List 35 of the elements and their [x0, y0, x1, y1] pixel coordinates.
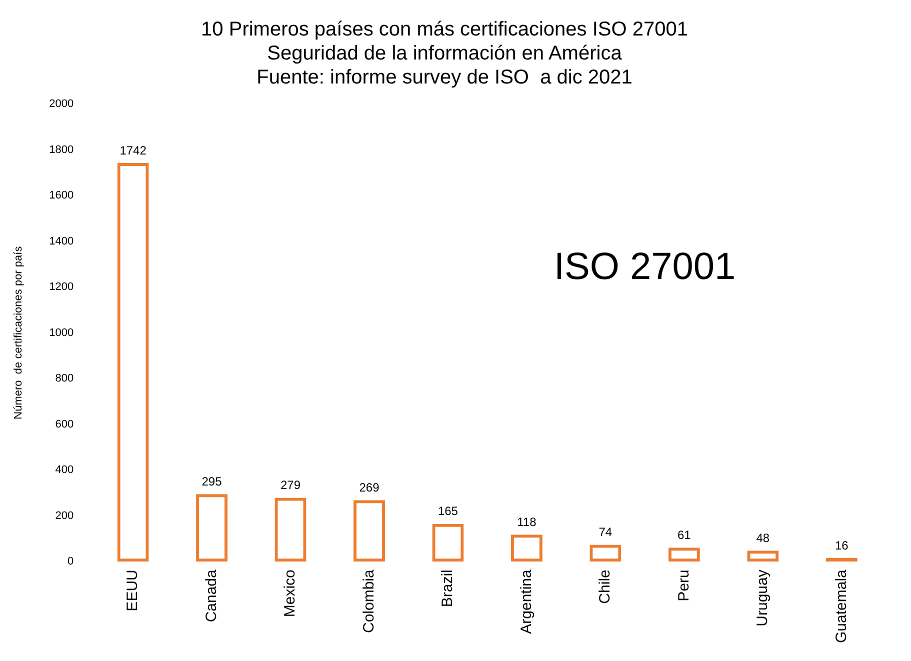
data-label: 269	[359, 480, 380, 494]
data-label: 48	[756, 530, 770, 545]
x-tick-label: Brazil	[439, 570, 456, 608]
y-tick-label: 400	[55, 464, 74, 476]
y-tick-label: 800	[55, 372, 74, 385]
data-label: 279	[280, 478, 301, 492]
x-tick-label: Uruguay	[754, 569, 772, 626]
x-tick-label: Canada	[202, 568, 220, 622]
x-tick-label: Chile	[596, 570, 614, 604]
y-tick-label: 1400	[49, 235, 74, 248]
y-tick-label: 1600	[49, 190, 74, 202]
data-label: 118	[517, 514, 537, 529]
x-tick-label: Argentina	[518, 568, 535, 634]
annotation: ISO 27001	[554, 246, 736, 288]
y-tick-label: 2000	[49, 98, 74, 110]
chart-title: 10 Primeros países con más certificaciones ISO 27001 Seguridad de la información en América Fuente: informe survey de ISO a dic 2021	[201, 18, 688, 89]
x-tick-label: Peru	[675, 570, 692, 602]
y-axis-title: Número de certificaciones por país	[12, 246, 25, 420]
y-tick-label: 600	[55, 418, 74, 430]
x-tick-label: EEUU	[124, 570, 142, 612]
y-tick-label: 1200	[49, 281, 74, 294]
data-label: 165	[438, 504, 458, 518]
y-tick-label: 1000	[49, 326, 74, 339]
x-tick-label: Guatemala	[832, 568, 850, 643]
data-label: 61	[677, 528, 692, 542]
x-tick-label: Colombia	[360, 568, 378, 633]
data-label: 295	[202, 474, 222, 488]
data-label: 16	[834, 538, 849, 552]
data-label: 1742	[120, 143, 147, 158]
y-tick-label: 1800	[49, 144, 74, 156]
x-tick-label: Mexico	[282, 570, 299, 618]
data-label: 74	[598, 525, 612, 540]
y-tick-label: 0	[68, 556, 74, 568]
bar	[826, 558, 858, 562]
y-tick-label: 200	[55, 510, 74, 522]
